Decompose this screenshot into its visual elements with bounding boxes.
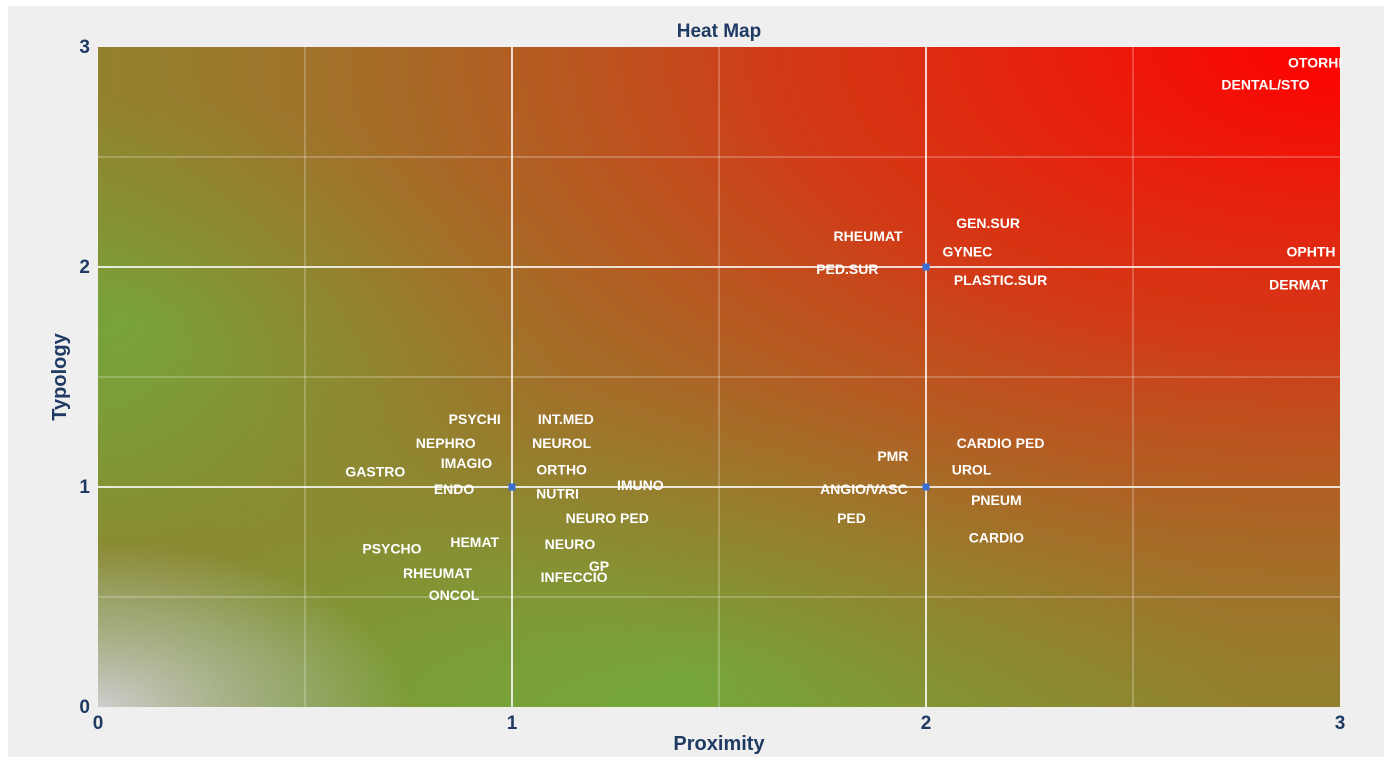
point-label: CARDIO PED — [957, 435, 1045, 451]
point-label: ANGIO/VASC — [820, 481, 908, 497]
y-axis-ticks: 0 1 2 3 — [79, 37, 90, 718]
point-label: IMUNO — [617, 477, 664, 493]
point-label: HEMAT — [450, 534, 499, 550]
y-tick-label: 3 — [79, 37, 90, 58]
y-tick-label: 2 — [79, 257, 90, 278]
point-label: DENTAL/STO — [1221, 76, 1309, 92]
point-label: GEN.SUR — [956, 215, 1020, 231]
point-label: CARDIO — [969, 530, 1024, 546]
point-label: NUTRI — [536, 486, 579, 502]
point-label: PNEUM — [971, 492, 1022, 508]
point-label: PED — [837, 510, 866, 526]
point-label: ONCOL — [429, 587, 480, 603]
x-tick-label: 0 — [93, 713, 104, 734]
x-tick-label: 2 — [921, 713, 932, 734]
point-labels: OTORHI DENTAL/STO GEN.SUR RHEUMAT GYNEC OPHTH… — [345, 54, 1342, 602]
x-tick-label: 3 — [1335, 713, 1346, 734]
point-label: NEUROL — [532, 435, 592, 451]
point-label: ENDO — [434, 481, 475, 497]
data-point — [922, 263, 930, 271]
point-label: RHEUMAT — [403, 565, 472, 581]
point-label: NEPHRO — [416, 435, 476, 451]
grid-lines — [98, 47, 1340, 707]
heat-map-background — [98, 47, 1340, 707]
data-point — [508, 483, 516, 491]
data-point — [922, 483, 930, 491]
point-label: IMAGIO — [441, 455, 492, 471]
point-label: DERMAT — [1269, 277, 1328, 293]
chart-frame: Heat Map 0 1 2 3 0 1 2 3 Proximity Typology OT… — [8, 6, 1384, 757]
point-label: INT.MED — [538, 411, 594, 427]
chart-title: Heat Map — [677, 21, 761, 42]
point-label: OPHTH — [1287, 244, 1336, 260]
y-tick-label: 1 — [79, 477, 90, 498]
point-label: NEURO PED — [566, 510, 649, 526]
point-label: UROL — [952, 461, 992, 477]
x-tick-label: 1 — [507, 713, 518, 734]
x-axis-ticks: 0 1 2 3 — [93, 713, 1346, 734]
point-label: PSYCHI — [449, 411, 501, 427]
y-tick-label: 0 — [79, 697, 90, 718]
point-label: PMR — [877, 448, 908, 464]
point-label: GYNEC — [943, 244, 993, 260]
y-axis-title: Typology — [49, 332, 71, 420]
point-label: PED.SUR — [816, 261, 878, 277]
point-label: INFECCIO — [541, 569, 608, 585]
point-label: PLASTIC.SUR — [954, 272, 1047, 288]
heat-map-chart: Heat Map 0 1 2 3 0 1 2 3 Proximity Typology OT… — [49, 21, 1346, 755]
point-label: PSYCHO — [362, 541, 421, 557]
x-axis-title: Proximity — [673, 733, 765, 755]
point-label: GP — [589, 558, 609, 574]
point-label: ORTHO — [536, 461, 587, 477]
point-label: GASTRO — [345, 464, 405, 480]
point-label: RHEUMAT — [834, 228, 903, 244]
point-label: NEURO — [545, 536, 596, 552]
point-label: OTORHI — [1288, 54, 1342, 70]
data-points — [508, 263, 930, 491]
